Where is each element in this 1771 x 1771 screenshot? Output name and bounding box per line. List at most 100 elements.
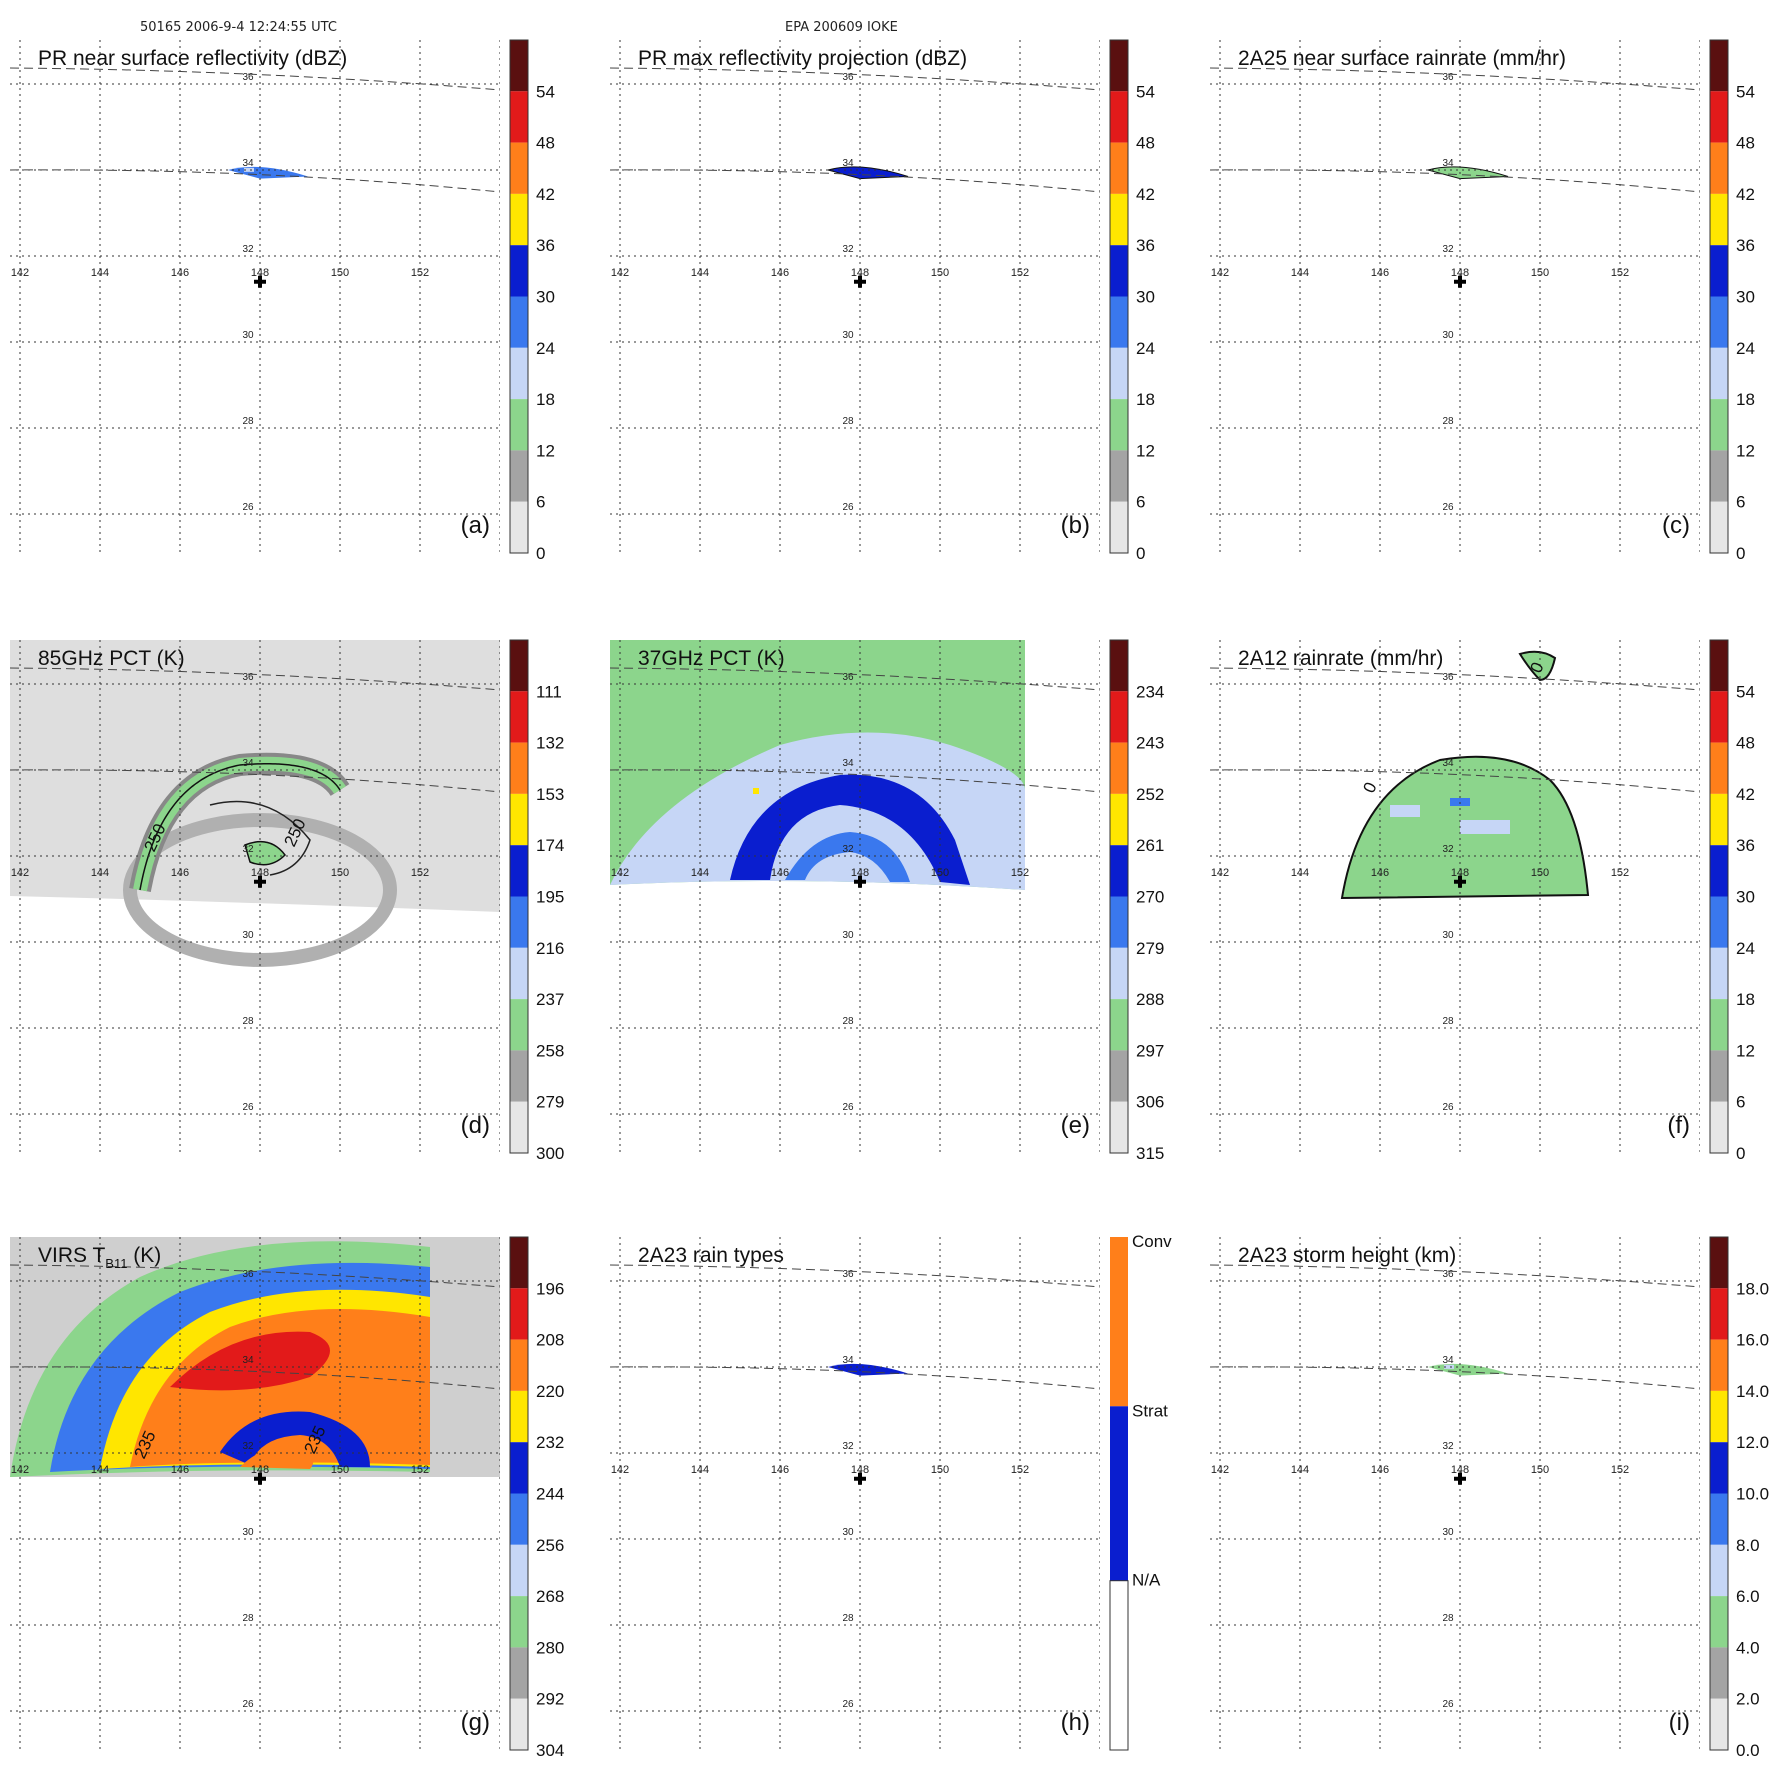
colorbar-segment xyxy=(1710,40,1728,92)
colorbar: 54 48 42 36 30 24 18 12 6 0 xyxy=(1709,639,1755,1163)
colorbar-segment xyxy=(1110,245,1128,297)
colorbar-tick-label: 111 xyxy=(536,682,562,701)
swath-edge-north xyxy=(10,667,500,691)
colorbar-segment xyxy=(1710,1596,1728,1648)
map-area: 142 144 146 148 150 152 36 34 32 30 28 26 xyxy=(610,1237,1100,1750)
storm-center-marker xyxy=(1454,875,1466,888)
swath-edge-south xyxy=(10,769,500,793)
lat-tick-label: 26 xyxy=(842,1102,854,1113)
lon-tick-label: 142 xyxy=(1211,867,1229,879)
lat-tick-label: 26 xyxy=(1442,1102,1454,1113)
pct85-swath xyxy=(10,640,500,912)
panel-h: 142 144 146 148 150 152 36 34 32 30 28 26 2A23 rain … xyxy=(610,1232,1172,1751)
colorbar-segment xyxy=(1710,501,1728,553)
lon-tick-label: 148 xyxy=(251,1464,269,1476)
colorbar-tick-label: 153 xyxy=(536,785,564,804)
lat-tick-label: 36 xyxy=(842,672,854,683)
colorbar-segment xyxy=(510,91,528,143)
colorbar-tick-label: 48 xyxy=(1736,734,1755,753)
lon-tick-label: 146 xyxy=(171,1464,189,1476)
lon-tick-label: 142 xyxy=(11,867,29,879)
colorbar: Conv Strat N/A xyxy=(1109,1232,1172,1751)
lat-tick-label: 26 xyxy=(1442,502,1454,513)
lat-tick-label: 32 xyxy=(242,1441,254,1452)
colorbar-tick-label: 304 xyxy=(536,1741,564,1760)
swath-edge-north xyxy=(10,1264,500,1288)
lat-tick-label: 36 xyxy=(842,72,854,83)
lon-tick-label: 148 xyxy=(251,867,269,879)
lat-tick-label: 32 xyxy=(842,844,854,855)
colorbar-segment xyxy=(1110,142,1128,194)
lon-tick-label: 148 xyxy=(851,867,869,879)
lat-tick-label: 30 xyxy=(1442,1527,1454,1538)
colorbar-tick-label: 14.0 xyxy=(1736,1382,1769,1401)
colorbar-tick-label: 6.0 xyxy=(1736,1587,1760,1606)
lon-tick-label: 150 xyxy=(1531,1464,1549,1476)
colorbar-tick-label: 252 xyxy=(1136,785,1164,804)
lat-tick-label: 26 xyxy=(242,502,254,513)
lat-tick-label: 32 xyxy=(842,1441,854,1452)
panel-label: (e) xyxy=(1061,1112,1090,1139)
lon-tick-label: 142 xyxy=(611,867,629,879)
swath-edge-south xyxy=(610,1366,1100,1390)
colorbar-tick-label: 12.0 xyxy=(1736,1433,1769,1452)
colorbar-tick-label: 0 xyxy=(1136,544,1145,563)
colorbar-tick-label: 280 xyxy=(536,1638,564,1657)
pct37-warm-pixel xyxy=(753,788,759,794)
colorbar-tick-label: 8.0 xyxy=(1736,1536,1760,1555)
colorbar-frame xyxy=(1709,39,1729,554)
colorbar-tick-label: 12 xyxy=(536,441,555,460)
colorbar-tick-label: 10.0 xyxy=(1736,1485,1769,1504)
colorbar-segment xyxy=(510,1442,528,1494)
panel-title: PR near surface reflectivity (dBZ) xyxy=(38,47,347,70)
lat-tick-label: 26 xyxy=(242,1102,254,1113)
lon-tick-label: 152 xyxy=(1611,1464,1629,1476)
colorbar: 111 132 153 174 195 216 237 258 279 300 xyxy=(509,639,564,1163)
colorbar-tick-label: 306 xyxy=(1136,1093,1164,1112)
lon-tick-label: 144 xyxy=(1291,867,1309,879)
lat-tick-label: 30 xyxy=(242,1527,254,1538)
colorbar-tick-label: 279 xyxy=(1136,939,1164,958)
colorbar-tick-label: 16.0 xyxy=(1736,1331,1769,1350)
colorbar-segment xyxy=(510,1339,528,1391)
colorbar-tick-label: 42 xyxy=(536,185,555,204)
colorbar-segment xyxy=(1710,691,1728,743)
lat-tick-label: 30 xyxy=(842,930,854,941)
lat-tick-label: 28 xyxy=(1442,1613,1454,1624)
lon-tick-label: 150 xyxy=(331,267,349,279)
colorbar-frame xyxy=(509,639,529,1154)
pr-echo-light xyxy=(1444,1364,1454,1369)
colorbar-na xyxy=(1109,1580,1129,1751)
colorbar-segment xyxy=(1710,245,1728,297)
colorbar-segment xyxy=(510,1237,528,1289)
swath-edge-south xyxy=(1210,1366,1700,1390)
lat-tick-label: 34 xyxy=(842,758,854,769)
colorbar-segment xyxy=(1710,296,1728,348)
panel-title: 2A23 storm height (km) xyxy=(1238,1244,1456,1267)
colorbar-tick-label: 48 xyxy=(1736,134,1755,153)
colorbar-segment xyxy=(1110,1050,1128,1102)
colorbar-segment xyxy=(510,296,528,348)
lon-tick-label: 152 xyxy=(411,267,429,279)
colorbar-segment xyxy=(510,896,528,948)
lon-tick-label: 146 xyxy=(771,1464,789,1476)
lat-tick-label: 28 xyxy=(242,416,254,427)
colorbar-segment xyxy=(1110,896,1128,948)
panel-label: (d) xyxy=(461,1112,490,1139)
lat-tick-label: 36 xyxy=(242,72,254,83)
lat-tick-label: 30 xyxy=(1442,930,1454,941)
lat-tick-label: 32 xyxy=(1442,244,1454,255)
colorbar-tick-label: 30 xyxy=(536,288,555,307)
lon-tick-label: 146 xyxy=(171,267,189,279)
panel-a: 142 144 146 148 150 152 36 34 32 30 28 26 PR near su… xyxy=(10,39,555,563)
colorbar-tick-label: 54 xyxy=(1736,82,1755,101)
colorbar-tick-label: 54 xyxy=(1736,682,1755,701)
lon-tick-label: 150 xyxy=(931,267,949,279)
storm-center-marker xyxy=(854,1472,866,1485)
header-center: EPA 200609 IOKE xyxy=(785,20,898,35)
lon-tick-label: 142 xyxy=(11,1464,29,1476)
contour-label: 0 xyxy=(1359,779,1380,796)
